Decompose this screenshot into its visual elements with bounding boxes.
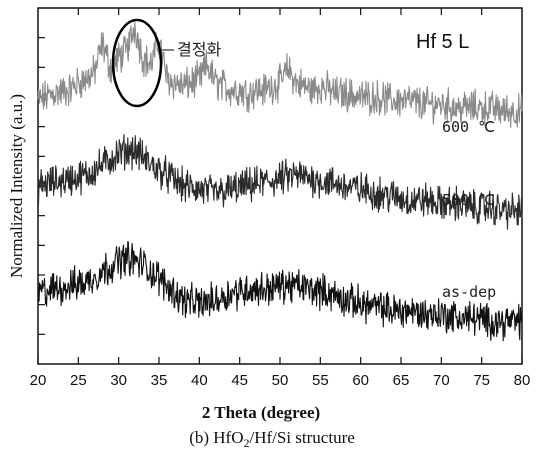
x-tick-label: 25 — [70, 372, 87, 389]
x-tick-label: 70 — [433, 372, 450, 389]
caption-prefix: (b) HfO — [189, 428, 243, 447]
y-axis-ticks — [38, 37, 45, 335]
x-tick-label: 55 — [312, 372, 329, 389]
x-tick-label: 35 — [151, 372, 168, 389]
x-tick-label: 45 — [231, 372, 248, 389]
x-tick-label: 80 — [514, 372, 531, 389]
x-tick-label: 30 — [110, 372, 127, 389]
x-tick-label: 65 — [393, 372, 410, 389]
series-asdep-trace — [37, 241, 523, 342]
crystallization-highlight-ellipse — [111, 18, 163, 108]
corner-label: Hf 5 L — [416, 31, 469, 53]
x-tick-label: 50 — [272, 372, 289, 389]
figure-caption: (b) HfO2/Hf/Si structure — [189, 428, 355, 450]
caption-subscript: 2 — [244, 436, 250, 450]
x-axis-title: 2 Theta (degree) — [202, 403, 320, 422]
series-label-500: 500 ℃ — [442, 191, 495, 209]
series-500c-trace — [37, 134, 523, 230]
x-tick-label: 60 — [352, 372, 369, 389]
annotation-label: 결정화 — [177, 40, 221, 59]
series-label-asdep: as-dep — [442, 283, 496, 301]
x-axis-ticks: 20 25 30 35 40 45 50 55 60 65 70 75 80 — [30, 8, 531, 389]
series-label-600: 600 ℃ — [442, 118, 495, 136]
x-tick-label: 40 — [191, 372, 208, 389]
series-600c-trace — [37, 21, 523, 129]
x-tick-label: 75 — [473, 372, 490, 389]
series-layer — [37, 21, 523, 342]
x-tick-label: 20 — [30, 372, 47, 389]
caption-suffix: /Hf/Si structure — [250, 428, 355, 447]
y-axis-title: Normalized Intensity (a.u.) — [7, 94, 26, 278]
